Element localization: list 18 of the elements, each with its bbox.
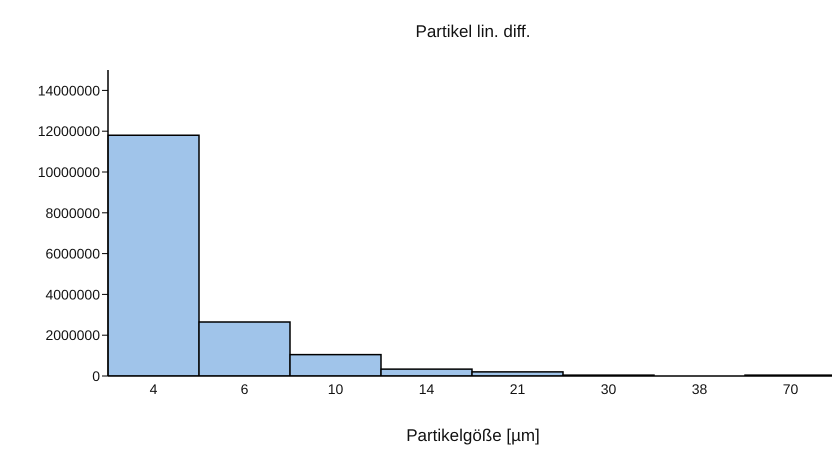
y-tick-label: 0 [92, 368, 100, 384]
y-tick-label: 6000000 [45, 246, 100, 262]
x-tick-label: 30 [600, 380, 616, 397]
y-tick-label: 2000000 [45, 327, 100, 344]
x-tick-label: 38 [692, 380, 708, 397]
x-axis-title: Partikelgöße [µm] [405, 426, 541, 446]
chart-title: Partikel lin. diff. [414, 22, 532, 42]
x-tick-label: 21 [510, 380, 526, 397]
y-tick-label: 14000000 [38, 82, 100, 98]
y-tick-label: 10000000 [38, 164, 100, 180]
x-tick-label: 14 [418, 380, 434, 397]
x-tick-label: 10 [328, 380, 344, 397]
y-tick-label: 4000000 [45, 286, 100, 302]
x-tick-label: 70 [782, 380, 798, 397]
y-tick-label: 12000000 [38, 123, 100, 140]
x-tick-label: 4 [150, 380, 158, 397]
x-tick-label: 6 [240, 380, 249, 397]
y-tick-label: 8000000 [45, 204, 100, 221]
